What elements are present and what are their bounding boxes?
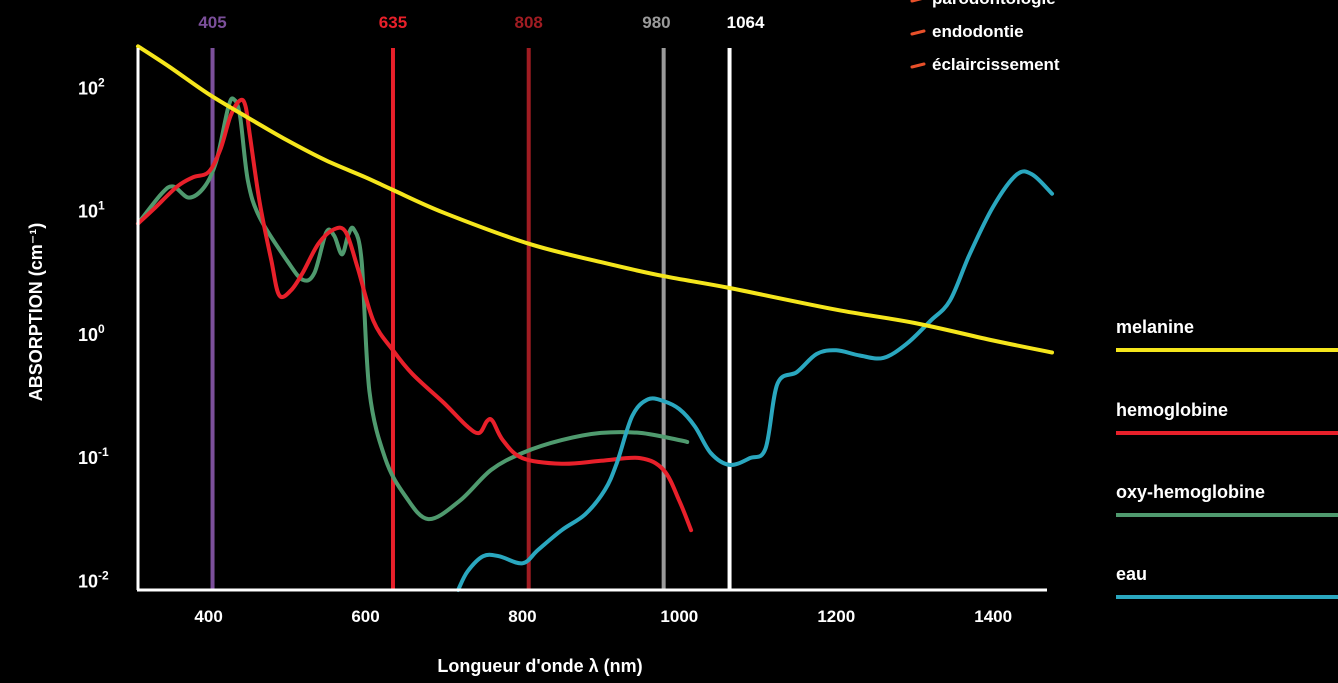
- x-tick-label-1000: 1000: [660, 607, 698, 626]
- annotation-marker: [910, 29, 926, 36]
- y-tick-label-1: 101: [78, 199, 105, 222]
- wavelength-label-405: 405: [198, 13, 226, 32]
- y-tick-label--1: 10-1: [78, 445, 109, 468]
- x-tick-labels: 400 600 800 1000 1200 1400: [194, 607, 1012, 626]
- curve-hemoglobine: [136, 97, 694, 533]
- annotation-3: éclaircissement: [932, 55, 1060, 74]
- y-tick-label-0: 100: [78, 322, 105, 345]
- wavelength-label-1064: 1064: [727, 13, 765, 32]
- wavelength-labels: 405 635 808 980 1064: [198, 13, 765, 32]
- x-tick-label-600: 600: [351, 607, 379, 626]
- absorption-curves: [136, 44, 1054, 592]
- y-tick-labels: 102 101 100 10-1 10-2: [78, 75, 109, 591]
- legend-label-melanine: melanine: [1116, 317, 1194, 337]
- axes: [136, 48, 1047, 592]
- legend-label-eau: eau: [1116, 564, 1147, 584]
- x-tick-label-1200: 1200: [817, 607, 855, 626]
- annotation-1: parodontologie: [932, 0, 1056, 8]
- wavelength-label-635: 635: [379, 13, 407, 32]
- x-tick-label-400: 400: [194, 607, 222, 626]
- wavelength-lines: [210, 48, 732, 590]
- application-annotations: parodontologie endodontie éclaircissement: [910, 0, 1060, 74]
- legend: melanine hemoglobine oxy-hemoglobine eau: [1116, 317, 1338, 599]
- wavelength-label-808: 808: [515, 13, 543, 32]
- y-tick-label--2: 10-2: [78, 568, 109, 591]
- y-tick-label-2: 102: [78, 75, 105, 98]
- curve-melanine: [136, 44, 1054, 355]
- x-tick-label-800: 800: [508, 607, 536, 626]
- legend-label-oxy-hemoglobine: oxy-hemoglobine: [1116, 482, 1265, 502]
- wavelength-label-980: 980: [642, 13, 670, 32]
- annotation-marker: [910, 62, 926, 69]
- y-axis-title: ABSORPTION (cm⁻¹): [26, 223, 46, 402]
- curve-oxy-hemoglobine: [136, 96, 690, 522]
- x-tick-label-1400: 1400: [974, 607, 1012, 626]
- curve-eau: [456, 169, 1054, 592]
- legend-label-hemoglobine: hemoglobine: [1116, 400, 1228, 420]
- annotation-marker: [910, 0, 923, 3]
- annotation-2: endodontie: [932, 22, 1024, 41]
- x-axis-title: Longueur d'onde λ (nm): [437, 656, 642, 676]
